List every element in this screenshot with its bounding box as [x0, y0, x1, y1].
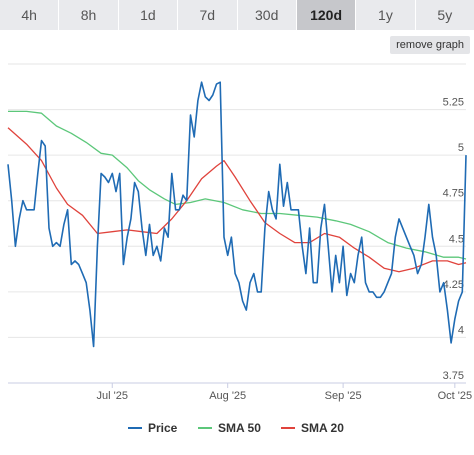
y-tick-label: 3.75 — [443, 370, 464, 382]
tab-1y[interactable]: 1y — [356, 0, 416, 30]
y-tick-label: 5 — [458, 142, 464, 154]
series-lines — [7, 81, 467, 348]
y-axis-labels: 3.75 4 4.25 4.5 4.75 5 5.25 — [443, 97, 464, 382]
legend-item-sma-50[interactable]: SMA 50 — [198, 421, 261, 435]
tab-120d[interactable]: 120d — [296, 0, 357, 30]
legend-label: Price — [148, 421, 178, 435]
x-tick-label: Oct '25 — [438, 390, 473, 402]
timeframe-tabs: 4h 8h 1d 7d 30d 120d 1y 5y — [0, 0, 474, 30]
series-line-sma-20 — [7, 127, 467, 273]
tab-8h[interactable]: 8h — [59, 0, 119, 30]
series-line-sma-50 — [8, 110, 467, 260]
x-tick-label: Jul '25 — [97, 390, 128, 402]
y-tick-label: 5.25 — [443, 97, 464, 109]
legend-label: SMA 20 — [301, 421, 344, 435]
tab-4h[interactable]: 4h — [0, 0, 60, 30]
x-axis-labels: Jul '25 Aug '25 Sep '25 Oct '25 — [97, 383, 473, 402]
legend: Price SMA 50 SMA 20 — [128, 421, 344, 435]
remove-graph-button[interactable]: remove graph — [390, 36, 470, 54]
tab-5y[interactable]: 5y — [415, 0, 474, 30]
grid-lines — [8, 63, 466, 338]
x-tick-label: Aug '25 — [209, 390, 246, 402]
legend-label: SMA 50 — [218, 421, 261, 435]
tab-1d[interactable]: 1d — [118, 0, 179, 30]
y-tick-label: 4.75 — [443, 188, 464, 200]
tab-7d[interactable]: 7d — [178, 0, 238, 30]
series-line-price — [7, 81, 467, 348]
y-tick-label: 4 — [458, 324, 464, 336]
tab-30d[interactable]: 30d — [237, 0, 297, 30]
legend-item-sma-20[interactable]: SMA 20 — [281, 421, 344, 435]
legend-item-price[interactable]: Price — [128, 421, 178, 435]
y-tick-label: 4.5 — [449, 233, 464, 245]
y-tick-label: 4.25 — [443, 279, 464, 291]
x-tick-label: Sep '25 — [325, 390, 362, 402]
